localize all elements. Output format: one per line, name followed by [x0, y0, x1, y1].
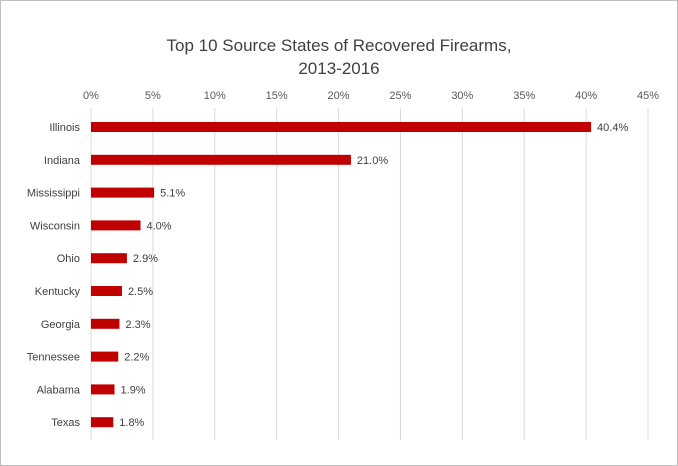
- bar-ohio: [91, 253, 127, 264]
- x-tick-label: 5%: [145, 90, 161, 102]
- data-label: 1.9%: [121, 384, 146, 396]
- chart-title: Top 10 Source States of Recovered Firear…: [0, 34, 678, 80]
- x-tick-label: 20%: [328, 90, 350, 102]
- bar-georgia: [91, 318, 120, 329]
- category-label: Mississippi: [27, 188, 80, 200]
- data-label: 1.8%: [119, 417, 144, 429]
- x-tick-label: 45%: [637, 90, 659, 102]
- x-tick-label: 35%: [513, 90, 535, 102]
- category-label: Indiana: [44, 155, 81, 167]
- data-label: 2.2%: [124, 352, 149, 364]
- x-tick-label: 10%: [204, 90, 226, 102]
- category-label: Texas: [51, 417, 80, 429]
- data-label: 2.3%: [125, 319, 150, 331]
- data-label: 4.0%: [147, 220, 172, 232]
- x-tick-label: 15%: [266, 90, 288, 102]
- bar-alabama: [91, 384, 115, 395]
- bar-illinois: [91, 122, 592, 132]
- bar-texas: [91, 417, 114, 428]
- category-label: Kentucky: [35, 286, 81, 298]
- category-label: Wisconsin: [30, 220, 80, 232]
- x-tick-label: 30%: [451, 90, 473, 102]
- bar-kentucky: [91, 286, 122, 296]
- category-label: Illinois: [49, 122, 80, 134]
- bar-wisconsin: [91, 220, 141, 231]
- category-label: Alabama: [37, 384, 81, 396]
- data-label: 21.0%: [357, 155, 388, 167]
- data-label: 40.4%: [597, 122, 628, 134]
- x-tick-label: 25%: [389, 90, 411, 102]
- bar-mississippi: [91, 187, 155, 198]
- chart-title-line-2: 2013-2016: [298, 59, 380, 78]
- chart-title-line-1: Top 10 Source States of Recovered Firear…: [166, 36, 512, 55]
- data-label: 2.9%: [133, 253, 158, 265]
- data-label: 2.5%: [128, 286, 153, 298]
- x-tick-label: 40%: [575, 90, 597, 102]
- category-label: Tennessee: [27, 352, 80, 364]
- bar-indiana: [91, 154, 351, 165]
- category-label: Georgia: [41, 319, 81, 331]
- bar-tennessee: [91, 351, 119, 362]
- x-tick-label: 0%: [83, 90, 99, 102]
- category-label: Ohio: [57, 253, 80, 265]
- data-label: 5.1%: [160, 188, 185, 200]
